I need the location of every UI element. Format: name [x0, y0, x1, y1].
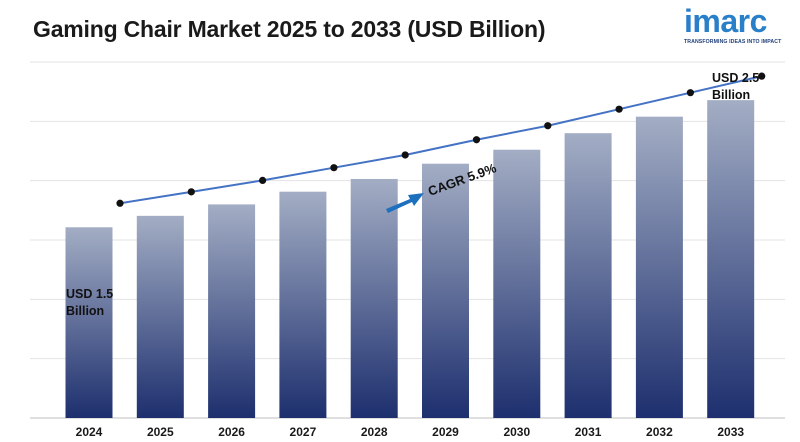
bar-2032	[635, 116, 683, 419]
bar-2026	[208, 204, 256, 418]
x-tick-2025: 2025	[147, 425, 174, 439]
start-annotation-line1: USD 1.5	[66, 287, 113, 301]
cagr-arrow-icon	[386, 193, 424, 213]
bars	[65, 100, 755, 419]
trend-line	[116, 72, 766, 207]
x-tick-2030: 2030	[503, 425, 530, 439]
x-tick-2032: 2032	[646, 425, 673, 439]
bar-2030	[493, 149, 541, 418]
trend-point-2027	[330, 164, 338, 172]
x-tick-2026: 2026	[218, 425, 245, 439]
chart-title: Gaming Chair Market 2025 to 2033 (USD Bi…	[33, 16, 546, 42]
trend-line-path	[119, 75, 762, 205]
end-annotation-line2: Billion	[712, 88, 750, 102]
x-tick-2031: 2031	[575, 425, 602, 439]
start-annotation-line2: Billion	[66, 304, 104, 318]
bar-2025	[136, 215, 184, 418]
trend-point-2029	[472, 136, 481, 144]
bar-2033	[707, 100, 755, 419]
trend-point-2032	[686, 89, 695, 97]
brand-name: imarc	[684, 3, 767, 39]
x-tick-2028: 2028	[361, 425, 388, 439]
trend-point-2030	[544, 122, 552, 130]
brand-tagline: TRANSFORMING IDEAS INTO IMPACT	[684, 39, 782, 45]
x-tick-2029: 2029	[432, 425, 459, 439]
bar-2029	[422, 163, 469, 418]
bar-2031	[564, 133, 612, 418]
trend-point-2033	[758, 72, 766, 80]
bar-2028	[350, 178, 398, 418]
x-tick-2027: 2027	[290, 425, 317, 439]
end-annotation-line1: USD 2.5	[712, 71, 759, 85]
x-axis-ticks: 2024 2025 2026 2027 2028 2029 2030 2031 2032 2033	[76, 425, 745, 439]
bar-2024	[65, 227, 113, 418]
trend-point-2024	[116, 199, 124, 207]
bar-2027	[279, 191, 327, 418]
brand-logo: imarc TRANSFORMING IDEAS INTO IMPACT	[684, 4, 790, 50]
x-tick-2024: 2024	[76, 425, 103, 439]
trend-point-2026	[259, 176, 267, 184]
trend-point-2025	[187, 188, 195, 196]
x-tick-2033: 2033	[717, 425, 744, 439]
trend-point-2028	[401, 151, 409, 159]
trend-point-2031	[615, 105, 623, 113]
